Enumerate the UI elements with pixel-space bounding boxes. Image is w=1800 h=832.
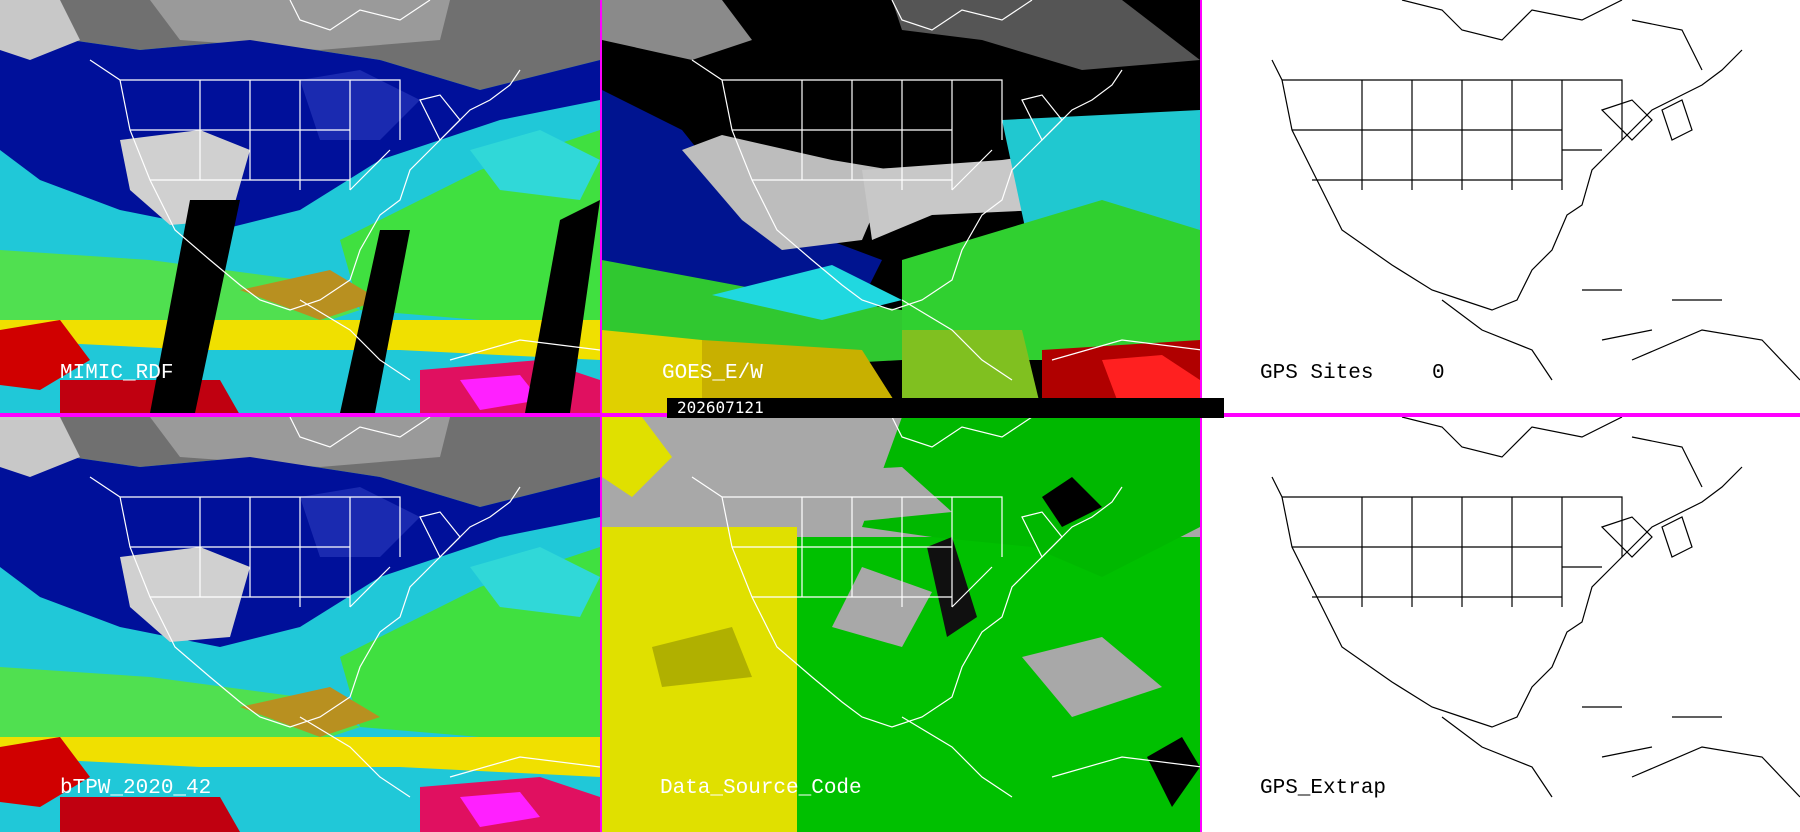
mimic-rdf-map [0, 0, 600, 413]
panel-label: MIMIC_RDF [60, 362, 174, 385]
panel-gps-extrap: GPS_Extrap [1202, 417, 1800, 832]
panel-label: GPS Sites [1260, 362, 1374, 385]
panel-mimic-rdf: MIMIC_RDF [0, 0, 600, 413]
timestamp: 202607121 [677, 398, 764, 417]
gps-extrap-map [1271, 417, 1800, 798]
panel-goes: GOES_E/W [602, 0, 1200, 413]
panel-label: bTPW_2020_42 [60, 777, 212, 800]
panel-btpw: bTPW_2020_42 [0, 417, 600, 832]
data-source-map [602, 417, 1200, 832]
panel-label: Data_Source_Code [660, 777, 862, 800]
gps-sites-map [1271, 0, 1800, 381]
timestamp-bar: 202607121 [667, 398, 1224, 418]
goes-map [602, 0, 1200, 413]
panel-label: GOES_E/W [662, 362, 763, 385]
gps-site-count: 0 [1432, 362, 1445, 385]
btpw-map [0, 417, 600, 832]
panel-data-source: Data_Source_Code [602, 417, 1200, 832]
panel-gps-sites: GPS Sites 0 [1202, 0, 1800, 413]
panel-label: GPS_Extrap [1260, 777, 1387, 800]
